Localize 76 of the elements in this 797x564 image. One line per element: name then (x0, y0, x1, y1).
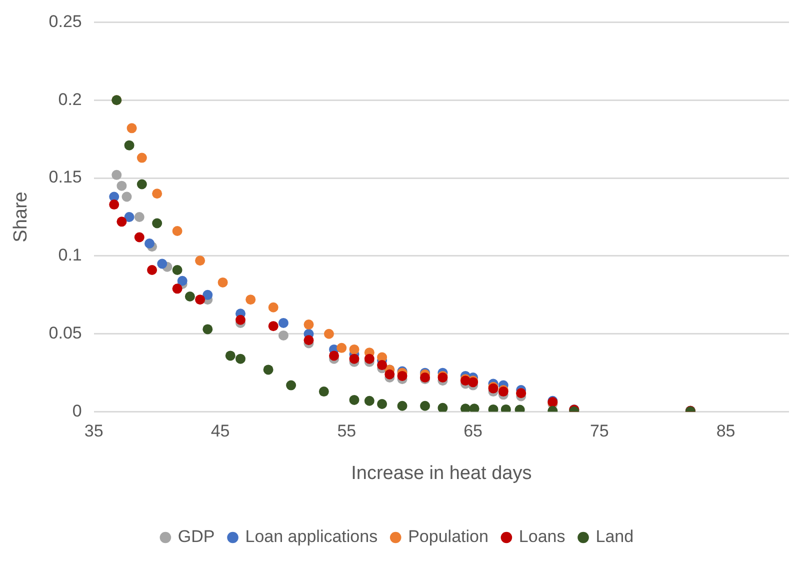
y-tick-label: 0.15 (48, 168, 82, 187)
x-tick-label: 45 (210, 422, 230, 441)
point (147, 264, 158, 275)
point (263, 364, 274, 375)
x-tick-label: 75 (590, 422, 609, 441)
x-tick-label: 35 (84, 422, 104, 441)
y-tick-label: 0.1 (58, 246, 82, 265)
point (124, 212, 134, 222)
point (268, 321, 278, 332)
y-tick-label: 0.05 (48, 324, 82, 343)
point (278, 318, 288, 328)
point (152, 188, 162, 199)
legend-label: Loans (518, 527, 566, 546)
point (304, 335, 314, 346)
point (318, 386, 329, 397)
point (124, 140, 134, 150)
point (172, 284, 182, 294)
point (364, 354, 374, 364)
point (184, 291, 195, 302)
point (349, 354, 360, 364)
y-tick-label: 0.25 (48, 12, 82, 31)
point (460, 404, 470, 412)
point (109, 200, 120, 210)
point (246, 294, 256, 305)
point (286, 380, 296, 390)
y-tick-label: 0.2 (58, 90, 82, 109)
point (134, 212, 144, 222)
point (202, 290, 213, 300)
point (438, 402, 448, 412)
x-tick-label: 85 (716, 422, 736, 441)
point (377, 399, 388, 410)
point (235, 314, 246, 325)
point (134, 232, 144, 242)
point (195, 256, 206, 266)
point (172, 226, 182, 236)
point (136, 179, 147, 190)
legend-label: Loan applications (245, 527, 378, 546)
legend-label: Population (408, 527, 488, 546)
point (195, 294, 206, 305)
point (144, 238, 154, 248)
point (329, 350, 340, 361)
point (349, 344, 360, 354)
legend-label: GDP (178, 527, 215, 546)
point (225, 350, 236, 361)
point (469, 404, 480, 412)
point (152, 218, 162, 228)
point (377, 360, 388, 370)
point (349, 394, 360, 405)
x-tick-label: 65 (464, 422, 482, 441)
point (116, 180, 127, 191)
point (384, 369, 395, 380)
point (324, 328, 334, 339)
point (112, 170, 122, 180)
point (397, 400, 408, 411)
point (218, 277, 228, 288)
point (122, 192, 132, 202)
point (268, 302, 278, 312)
legend-label: Land (596, 527, 634, 546)
point (397, 370, 408, 381)
point (336, 342, 347, 353)
point (177, 276, 188, 286)
point (157, 258, 168, 269)
x-axis-title: Increase in heat days (351, 462, 532, 484)
point (420, 400, 430, 411)
point (136, 152, 147, 163)
point (172, 264, 182, 275)
y-axis-title: Share (10, 192, 32, 242)
point (126, 123, 137, 134)
x-tick-label: 55 (337, 422, 356, 441)
point (202, 324, 213, 334)
point (364, 396, 374, 406)
point (235, 354, 246, 364)
point (116, 216, 127, 227)
point (278, 330, 288, 340)
y-tick-label: 0 (72, 401, 82, 420)
point (304, 320, 314, 330)
